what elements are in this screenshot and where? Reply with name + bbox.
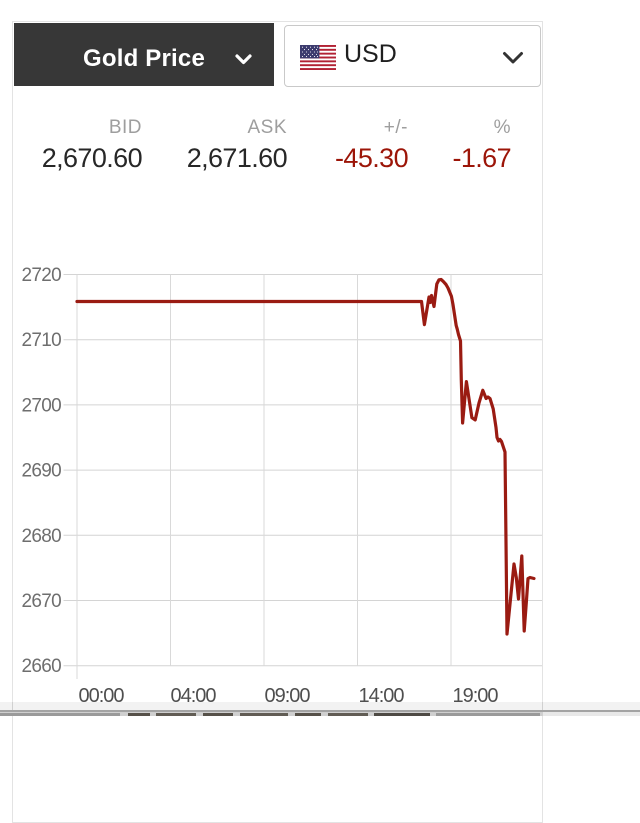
svg-text:2700: 2700 <box>22 395 62 416</box>
svg-text:09:00: 09:00 <box>264 685 310 707</box>
svg-text:2720: 2720 <box>22 265 62 286</box>
svg-text:2670: 2670 <box>22 591 62 612</box>
svg-text:04:00: 04:00 <box>170 685 216 707</box>
svg-text:19:00: 19:00 <box>452 685 498 707</box>
svg-text:2690: 2690 <box>22 461 62 482</box>
svg-text:14:00: 14:00 <box>358 685 404 707</box>
svg-text:2710: 2710 <box>22 330 62 351</box>
svg-text:2660: 2660 <box>22 656 62 677</box>
svg-text:00:00: 00:00 <box>78 685 124 707</box>
svg-text:2680: 2680 <box>22 526 62 547</box>
